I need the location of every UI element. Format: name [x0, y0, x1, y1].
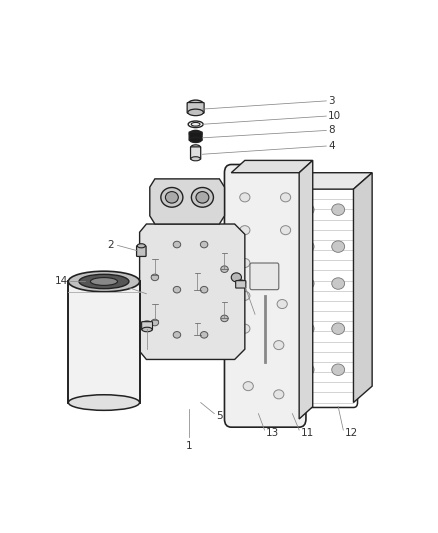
Ellipse shape: [191, 123, 200, 126]
Ellipse shape: [240, 324, 250, 333]
Ellipse shape: [191, 157, 200, 161]
Ellipse shape: [188, 109, 203, 116]
Ellipse shape: [191, 145, 200, 150]
FancyBboxPatch shape: [224, 165, 306, 427]
FancyBboxPatch shape: [187, 102, 204, 113]
Ellipse shape: [190, 137, 202, 142]
Ellipse shape: [280, 225, 291, 235]
Text: 10: 10: [328, 111, 341, 121]
Ellipse shape: [332, 204, 345, 215]
FancyBboxPatch shape: [137, 246, 146, 256]
Ellipse shape: [332, 241, 345, 252]
Text: 9: 9: [257, 312, 263, 322]
Ellipse shape: [274, 390, 284, 399]
Ellipse shape: [231, 273, 241, 282]
Text: 5: 5: [216, 411, 223, 421]
Ellipse shape: [173, 332, 181, 338]
Ellipse shape: [200, 241, 208, 248]
Text: 12: 12: [345, 427, 358, 438]
Ellipse shape: [188, 100, 203, 108]
Text: 14: 14: [55, 277, 68, 286]
Ellipse shape: [151, 319, 159, 326]
Ellipse shape: [142, 327, 152, 332]
FancyBboxPatch shape: [250, 263, 279, 290]
Ellipse shape: [274, 341, 284, 350]
Ellipse shape: [240, 193, 250, 202]
FancyBboxPatch shape: [191, 147, 201, 159]
Ellipse shape: [200, 286, 208, 293]
Ellipse shape: [190, 131, 202, 137]
Ellipse shape: [173, 241, 181, 248]
Ellipse shape: [332, 364, 345, 375]
Text: 6: 6: [144, 352, 150, 362]
Text: 4: 4: [328, 141, 335, 151]
Ellipse shape: [277, 300, 287, 309]
Ellipse shape: [332, 323, 345, 334]
Text: 2: 2: [107, 239, 114, 249]
Text: 11: 11: [300, 427, 314, 438]
Text: 7: 7: [120, 281, 126, 292]
Ellipse shape: [79, 274, 129, 289]
FancyBboxPatch shape: [141, 322, 152, 330]
Ellipse shape: [161, 188, 183, 207]
Ellipse shape: [280, 193, 291, 202]
Ellipse shape: [151, 274, 159, 281]
Ellipse shape: [243, 382, 253, 391]
Ellipse shape: [173, 286, 181, 293]
Ellipse shape: [200, 332, 208, 338]
Ellipse shape: [68, 271, 140, 292]
Ellipse shape: [90, 278, 117, 285]
Ellipse shape: [240, 292, 250, 301]
Polygon shape: [299, 160, 313, 419]
Ellipse shape: [240, 225, 250, 235]
Ellipse shape: [332, 278, 345, 289]
Ellipse shape: [142, 321, 152, 326]
Ellipse shape: [191, 188, 213, 207]
Text: 13: 13: [266, 427, 279, 438]
Polygon shape: [353, 173, 372, 402]
Polygon shape: [150, 179, 224, 224]
Text: 3: 3: [328, 96, 335, 106]
Ellipse shape: [240, 259, 250, 268]
Ellipse shape: [236, 280, 246, 285]
Ellipse shape: [301, 278, 314, 289]
Polygon shape: [231, 160, 313, 173]
FancyBboxPatch shape: [189, 132, 202, 140]
Ellipse shape: [301, 364, 314, 375]
Ellipse shape: [166, 191, 178, 203]
Ellipse shape: [301, 241, 314, 252]
FancyBboxPatch shape: [236, 281, 246, 288]
Ellipse shape: [68, 395, 140, 410]
Ellipse shape: [221, 315, 228, 322]
FancyBboxPatch shape: [68, 281, 140, 402]
Text: 1: 1: [186, 441, 192, 451]
Ellipse shape: [301, 323, 314, 334]
Ellipse shape: [196, 191, 209, 203]
Text: 8: 8: [328, 125, 335, 135]
Ellipse shape: [137, 244, 145, 248]
Ellipse shape: [301, 204, 314, 215]
Ellipse shape: [221, 266, 228, 272]
Polygon shape: [140, 224, 245, 359]
Polygon shape: [293, 173, 372, 189]
